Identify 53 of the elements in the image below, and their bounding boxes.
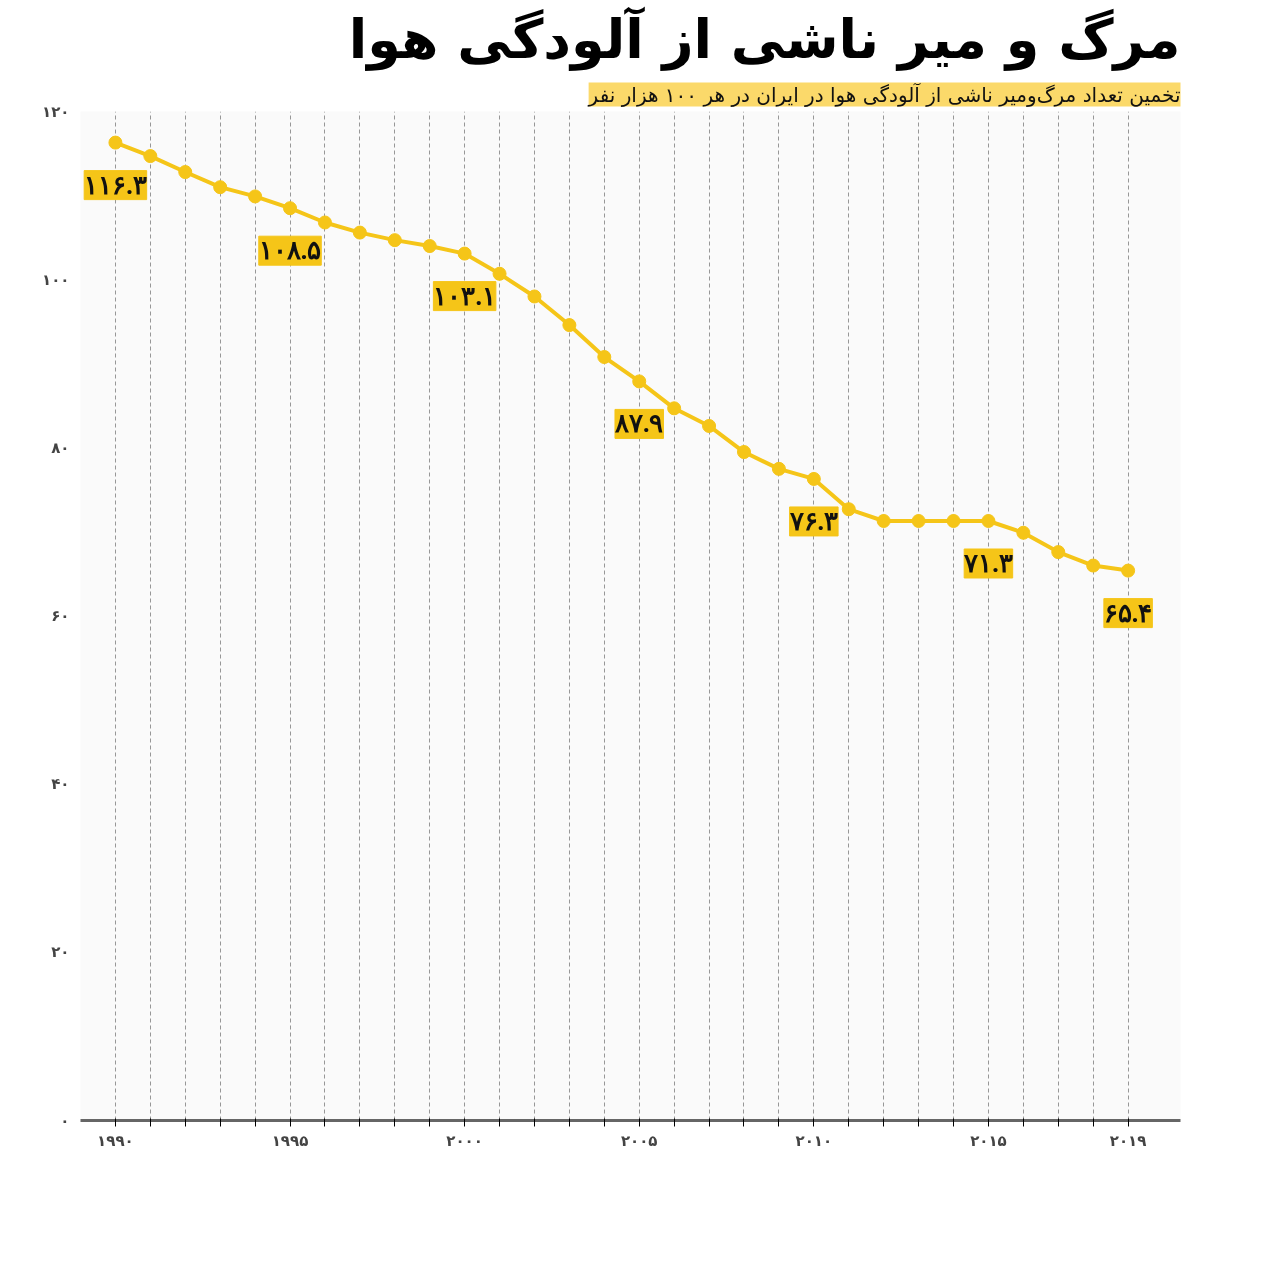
y-tick-label: ۲۰ xyxy=(51,943,70,962)
data-label: ۷۱.۳ xyxy=(963,548,1013,578)
point xyxy=(702,418,717,433)
point xyxy=(492,266,507,281)
data-label: ۷۶.۳ xyxy=(788,506,839,536)
y-tick-label: ۱۲۰ xyxy=(42,102,70,121)
point xyxy=(1051,545,1066,560)
point xyxy=(352,225,367,240)
y-tick-label: ۱۰۰ xyxy=(42,270,70,289)
point xyxy=(1121,563,1136,578)
point xyxy=(108,135,123,150)
y-tick-label: ۰ xyxy=(60,1111,70,1130)
data-label: ۱۰۳.۱ xyxy=(433,281,496,311)
point xyxy=(771,461,786,476)
point xyxy=(178,165,193,180)
data-label: ۶۵.۴ xyxy=(1103,598,1153,628)
point xyxy=(283,201,298,216)
x-tick-label: ۱۹۹۰ xyxy=(97,1131,134,1150)
chart-title: مرگ و میر ناشی از آلودگی هوا xyxy=(348,5,1181,71)
data-label: ۱۰۸.۵ xyxy=(258,236,322,266)
point xyxy=(422,239,437,254)
point xyxy=(911,514,926,528)
x-tick-label: ۲۰۱۹ xyxy=(1109,1131,1147,1150)
x-tick-label: ۲۰۱۰ xyxy=(795,1131,833,1150)
x-tick-label: ۲۰۰۵ xyxy=(620,1131,658,1150)
point xyxy=(457,246,472,261)
y-tick-label: ۴۰ xyxy=(51,775,70,794)
data-label: ۱۱۶.۳ xyxy=(84,170,147,200)
point xyxy=(317,215,332,230)
point xyxy=(736,445,751,460)
point xyxy=(1086,558,1101,573)
x-tick-label: ۲۰۱۵ xyxy=(970,1131,1007,1150)
chart-subtitle: تخمین تعداد مرگ‌ومیر ناشی از آلودگی هوا در ایران در هر ۱۰۰ هزار نفر xyxy=(587,81,1181,107)
x-tick-label: ۱۹۹۵ xyxy=(271,1131,309,1150)
point xyxy=(213,180,228,195)
point xyxy=(527,289,542,304)
x-tick-label: ۲۰۰۰ xyxy=(446,1131,483,1150)
point xyxy=(876,514,891,528)
point xyxy=(667,401,682,416)
data-label: ۸۷.۹ xyxy=(613,409,664,439)
point xyxy=(597,350,612,365)
y-tick-label: ۸۰ xyxy=(51,438,70,457)
y-tick-label: ۶۰ xyxy=(51,607,70,625)
point xyxy=(632,374,647,389)
point xyxy=(981,514,996,528)
point xyxy=(562,318,577,333)
point xyxy=(248,189,263,204)
point xyxy=(143,149,158,164)
point xyxy=(946,514,961,528)
point xyxy=(387,233,402,248)
point xyxy=(841,502,856,517)
point xyxy=(1016,525,1031,540)
point xyxy=(806,471,821,486)
